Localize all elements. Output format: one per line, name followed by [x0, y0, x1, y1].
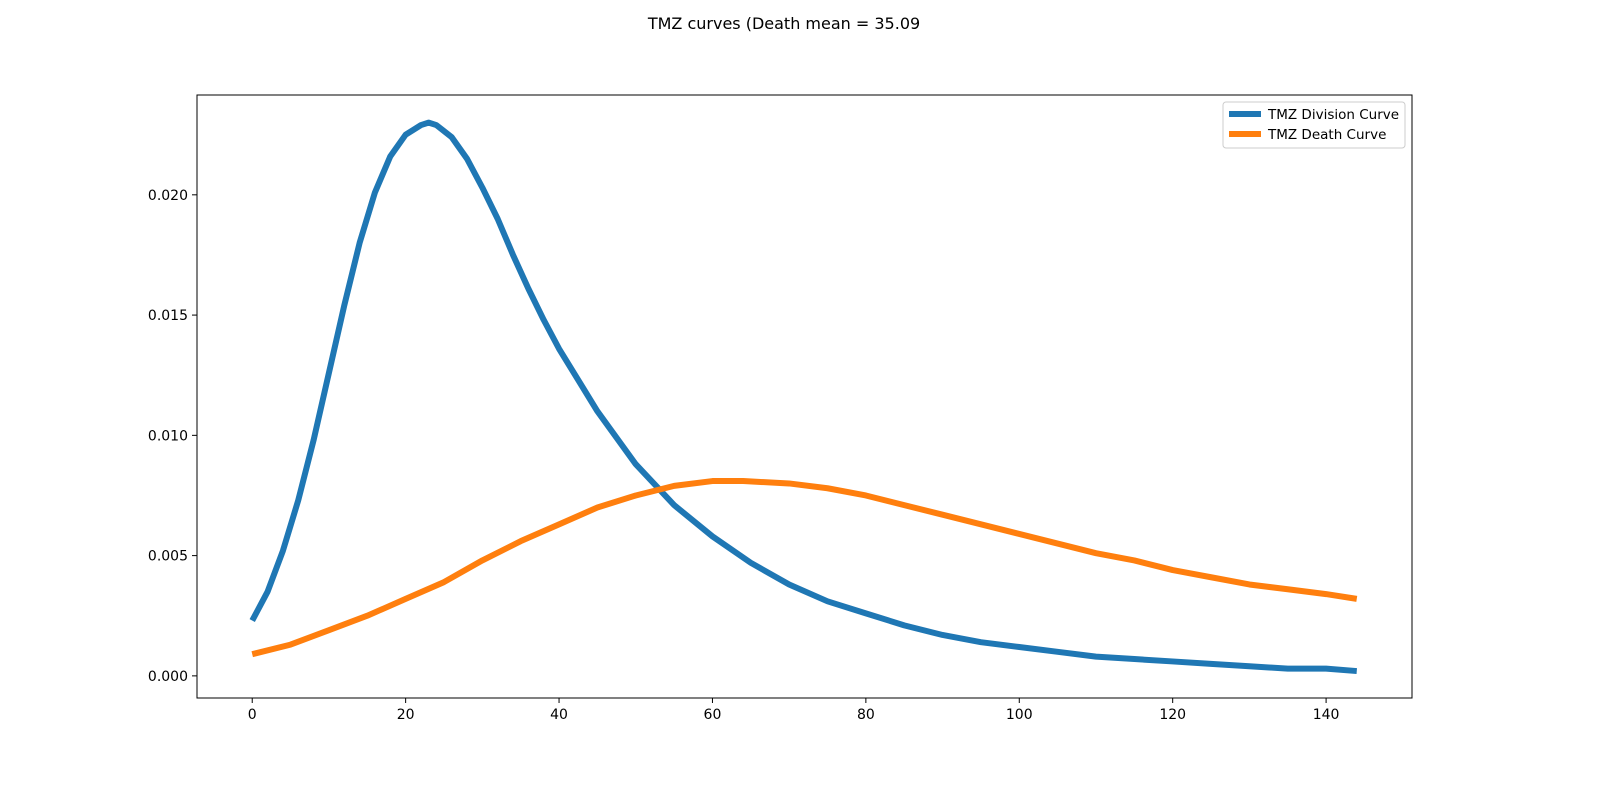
chart-title: TMZ curves (Death mean = 35.09 — [647, 14, 920, 33]
legend-label-2: TMZ Death Curve — [1267, 127, 1386, 143]
y-tick-label: 0.020 — [148, 188, 188, 204]
axes: 0 20 40 60 80 100 120 140 0.000 0.005 0.010 0.015 0.… — [148, 94, 1413, 723]
x-tick-label: 140 — [1313, 707, 1340, 723]
legend: TMZ Division Curve TMZ Death Curve — [1222, 101, 1406, 149]
series-line-2 — [251, 478, 1358, 658]
x-tick-label: 120 — [1159, 707, 1186, 723]
x-tick-label: 40 — [550, 707, 568, 723]
x-tick-label: 60 — [704, 707, 722, 723]
x-tick-label: 0 — [248, 707, 257, 723]
x-tick-label: 100 — [1006, 707, 1033, 723]
x-tick-label: 20 — [397, 707, 415, 723]
series-line-1 — [249, 119, 1358, 675]
y-tick-label: 0.010 — [148, 428, 188, 444]
legend-box — [1222, 101, 1406, 149]
y-tick-label: 0.015 — [148, 308, 188, 324]
legend-label-1: TMZ Division Curve — [1267, 107, 1399, 123]
y-tick-label: 0.005 — [148, 549, 188, 565]
axes-frame — [196, 94, 1413, 699]
y-tick-label: 0.000 — [148, 669, 188, 685]
x-tick-label: 80 — [857, 707, 875, 723]
plot-area — [249, 119, 1358, 675]
